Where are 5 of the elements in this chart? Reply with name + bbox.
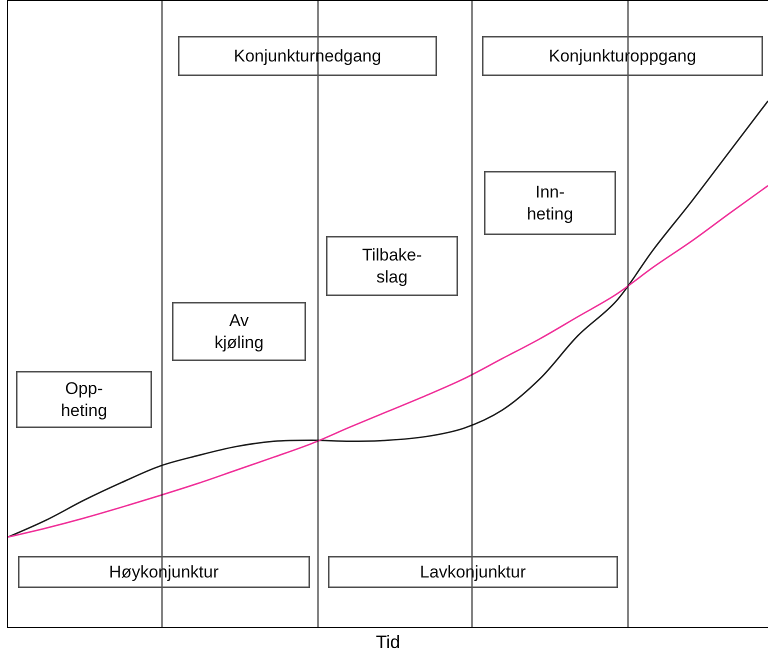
x-axis-title: Tid: [376, 632, 400, 652]
annotation: Av kjøling: [214, 310, 264, 352]
annotation: Inn- heting: [526, 182, 574, 224]
annotation: Opp- heting: [60, 378, 108, 420]
annotation: Tilbake- slag: [362, 245, 422, 287]
